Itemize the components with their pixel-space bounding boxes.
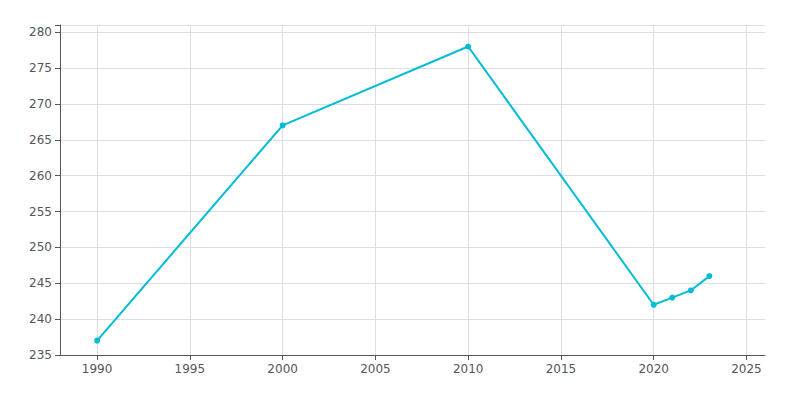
svg-text:2025: 2025	[731, 362, 762, 376]
svg-text:1995: 1995	[175, 362, 206, 376]
svg-text:265: 265	[29, 133, 52, 147]
svg-text:260: 260	[29, 169, 52, 183]
svg-text:2015: 2015	[546, 362, 577, 376]
svg-text:2000: 2000	[267, 362, 298, 376]
svg-text:245: 245	[29, 276, 52, 290]
svg-text:270: 270	[29, 97, 52, 111]
svg-text:240: 240	[29, 312, 52, 326]
svg-text:280: 280	[29, 25, 52, 39]
svg-text:275: 275	[29, 61, 52, 75]
svg-text:2020: 2020	[638, 362, 669, 376]
svg-text:235: 235	[29, 348, 52, 362]
svg-text:250: 250	[29, 240, 52, 254]
svg-text:1990: 1990	[82, 362, 113, 376]
svg-text:2005: 2005	[360, 362, 391, 376]
svg-text:255: 255	[29, 205, 52, 219]
svg-text:2010: 2010	[453, 362, 484, 376]
